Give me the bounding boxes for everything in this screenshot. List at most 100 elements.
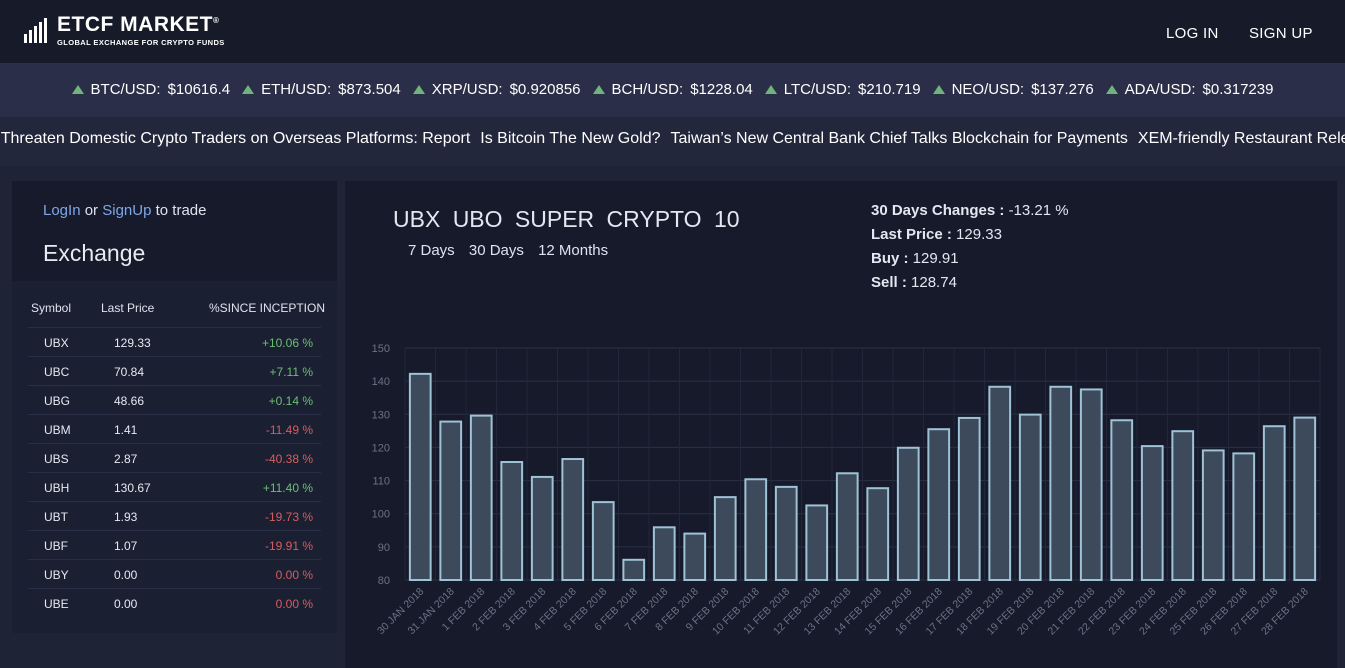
price-bar[interactable] xyxy=(988,385,1012,581)
price-bar[interactable] xyxy=(927,428,951,581)
row-last-price: 0.00 xyxy=(114,597,138,611)
news-headline[interactable]: Is Bitcoin The New Gold? xyxy=(480,130,661,147)
exchange-table: Symbol Last Price %SINCE INCEPTION UBX 12… xyxy=(12,281,337,633)
price-bar[interactable] xyxy=(957,416,981,581)
price-bar[interactable] xyxy=(1140,445,1164,581)
price-bar[interactable] xyxy=(439,420,463,581)
price-bar[interactable] xyxy=(622,558,646,581)
row-since-inception: -19.73 % xyxy=(264,510,313,524)
y-tick-label: 130 xyxy=(372,409,390,421)
fund-stats: 30 Days Changes : -13.21 % Last Price : … xyxy=(871,202,1069,298)
price-bar[interactable] xyxy=(744,478,768,581)
price-bar[interactable] xyxy=(1018,413,1042,581)
table-row[interactable]: UBH 130.67 +11.40 % xyxy=(28,472,321,502)
price-bar[interactable] xyxy=(713,496,737,581)
col-symbol: Symbol xyxy=(31,301,72,315)
top-navbar: ETCF MARKET® GLOBAL EXCHANGE FOR CRYPTO … xyxy=(0,0,1345,63)
up-arrow-icon xyxy=(764,85,777,94)
row-last-price: 1.41 xyxy=(114,423,138,437)
price-bar[interactable] xyxy=(683,532,707,582)
y-tick-label: 100 xyxy=(372,509,390,521)
to-trade-text: to trade xyxy=(155,202,207,219)
brand-tagline: GLOBAL EXCHANGE FOR CRYPTO FUNDS xyxy=(57,38,225,47)
bar-chart-logo-icon xyxy=(24,18,48,43)
login-prompt-link[interactable]: LogIn xyxy=(43,202,81,219)
stat-last-price: Last Price : 129.33 xyxy=(871,226,1002,243)
row-since-inception: +7.11 % xyxy=(269,365,313,379)
up-arrow-icon xyxy=(592,85,605,94)
price-bar[interactable] xyxy=(1201,449,1225,582)
row-last-price: 130.67 xyxy=(114,481,151,495)
ticker-item: ADA/USD: $0.317239 xyxy=(1105,81,1274,98)
price-ticker: BTC/USD: $10616.4 ETH/USD: $873.504 XRP/USD:… xyxy=(0,63,1345,117)
signup-prompt-link[interactable]: SignUp xyxy=(102,202,152,219)
price-bar[interactable] xyxy=(1049,385,1073,581)
y-tick-label: 120 xyxy=(372,442,390,454)
ticker-pair: XRP/USD: xyxy=(431,81,503,98)
y-tick-label: 140 xyxy=(372,376,390,388)
up-arrow-icon xyxy=(932,85,945,94)
table-row[interactable]: UBT 1.93 -19.73 % xyxy=(28,501,321,531)
price-bar[interactable] xyxy=(652,526,676,581)
price-bar[interactable] xyxy=(530,475,554,582)
exchange-panel: LogIn or SignUp to trade Exchange Symbol… xyxy=(12,181,337,633)
price-bar[interactable] xyxy=(1232,452,1256,581)
row-symbol: UBY xyxy=(44,568,69,582)
row-symbol: UBS xyxy=(44,452,69,466)
news-headline[interactable]: XEM-friendly Restaurant Rele xyxy=(1137,130,1345,147)
row-symbol: UBH xyxy=(44,481,70,495)
price-bar[interactable] xyxy=(591,501,615,581)
up-arrow-icon xyxy=(71,85,84,94)
col-last-price: Last Price xyxy=(101,301,155,315)
login-prompt: LogIn or SignUp to trade xyxy=(43,202,206,219)
news-headline[interactable]: China to Threaten Domestic Crypto Trader… xyxy=(0,130,471,147)
fund-panel: UBX UBO SUPER CRYPTO 10 7 Days 30 Days 1… xyxy=(345,181,1337,668)
price-bar[interactable] xyxy=(835,472,859,581)
price-bar[interactable] xyxy=(500,461,524,581)
row-since-inception: 0.00 % xyxy=(275,597,313,611)
table-row[interactable]: UBX 129.33 +10.06 % xyxy=(28,327,321,357)
row-since-inception: +11.40 % xyxy=(262,481,313,495)
y-tick-label: 80 xyxy=(378,575,390,587)
fund-title: UBX UBO SUPER CRYPTO 10 xyxy=(393,206,740,233)
table-row[interactable]: UBC 70.84 +7.11 % xyxy=(28,356,321,386)
signup-link[interactable]: SIGN UP xyxy=(1249,25,1313,42)
price-bar[interactable] xyxy=(469,414,493,581)
price-bar[interactable] xyxy=(1171,430,1195,581)
table-row[interactable]: UBY 0.00 0.00 % xyxy=(28,559,321,589)
ticker-price: $0.920856 xyxy=(509,81,581,98)
price-bar[interactable] xyxy=(1079,388,1103,581)
table-row[interactable]: UBS 2.87 -40.38 % xyxy=(28,443,321,473)
table-row[interactable]: UBG 48.66 +0.14 % xyxy=(28,385,321,415)
stat-sell: Sell : 128.74 xyxy=(871,274,957,291)
row-last-price: 129.33 xyxy=(114,336,151,350)
ticker-list: BTC/USD: $10616.4 ETH/USD: $873.504 XRP/USD:… xyxy=(0,81,1345,98)
price-bar[interactable] xyxy=(561,458,585,581)
y-tick-label: 110 xyxy=(372,476,390,488)
row-last-price: 1.07 xyxy=(114,539,138,553)
news-headline[interactable]: Taiwan’s New Central Bank Chief Talks Bl… xyxy=(670,130,1128,147)
row-last-price: 48.66 xyxy=(114,394,145,408)
price-bar[interactable] xyxy=(805,504,829,581)
price-bar[interactable] xyxy=(1110,419,1134,581)
ticker-price: $210.719 xyxy=(858,81,921,98)
login-link[interactable]: LOG IN xyxy=(1166,25,1219,42)
ticker-pair: BTC/USD: xyxy=(90,81,161,98)
price-bar[interactable] xyxy=(774,485,798,582)
table-row[interactable]: UBM 1.41 -11.49 % xyxy=(28,414,321,444)
price-bar[interactable] xyxy=(866,487,890,582)
period-12-months[interactable]: 12 Months xyxy=(538,242,609,259)
ticker-pair: ETH/USD: xyxy=(261,81,332,98)
price-bar[interactable] xyxy=(896,446,920,582)
period-30-days[interactable]: 30 Days xyxy=(468,242,524,259)
ticker-price: $0.317239 xyxy=(1202,81,1274,98)
table-row[interactable]: UBE 0.00 0.00 % xyxy=(28,588,321,618)
ticker-price: $137.276 xyxy=(1031,81,1094,98)
table-row[interactable]: UBF 1.07 -19.91 % xyxy=(28,530,321,560)
price-bar[interactable] xyxy=(408,372,432,582)
y-tick-label: 150 xyxy=(372,343,390,355)
price-bar[interactable] xyxy=(1293,416,1317,581)
price-bar[interactable] xyxy=(1262,425,1286,581)
or-text: or xyxy=(84,202,99,219)
period-7-days[interactable]: 7 Days xyxy=(408,242,455,259)
